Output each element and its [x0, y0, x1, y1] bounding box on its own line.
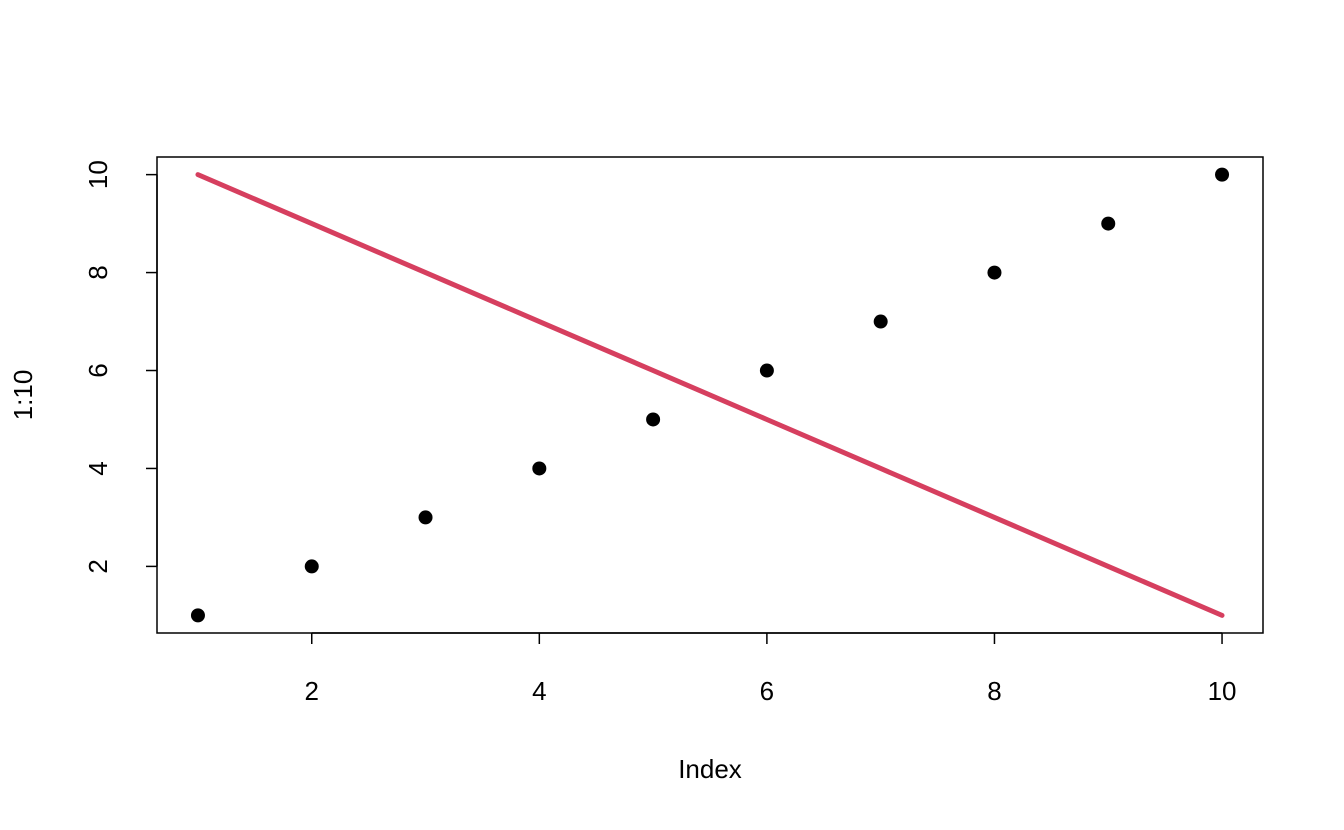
point: [1215, 167, 1230, 182]
x-tick-label: 8: [987, 676, 1001, 706]
x-axis-label: Index: [678, 754, 742, 784]
point: [873, 314, 888, 329]
point: [987, 265, 1002, 280]
point: [418, 510, 433, 525]
y-tick-label: 8: [83, 265, 113, 279]
y-tick-label: 2: [83, 559, 113, 573]
point: [1101, 216, 1116, 231]
point: [646, 412, 661, 427]
line: [195, 172, 1225, 618]
point: [759, 363, 774, 378]
point: [304, 559, 319, 574]
y-axis-label: 1:10: [8, 370, 38, 421]
y-tick-label: 6: [83, 363, 113, 377]
x-tick-label: 10: [1208, 676, 1237, 706]
x-tick-label: 2: [305, 676, 319, 706]
point: [190, 608, 205, 623]
y-tick-label: 10: [83, 160, 113, 189]
x-tick-label: 4: [532, 676, 546, 706]
point: [532, 461, 547, 476]
y-tick-label: 4: [83, 461, 113, 475]
x-tick-label: 6: [760, 676, 774, 706]
